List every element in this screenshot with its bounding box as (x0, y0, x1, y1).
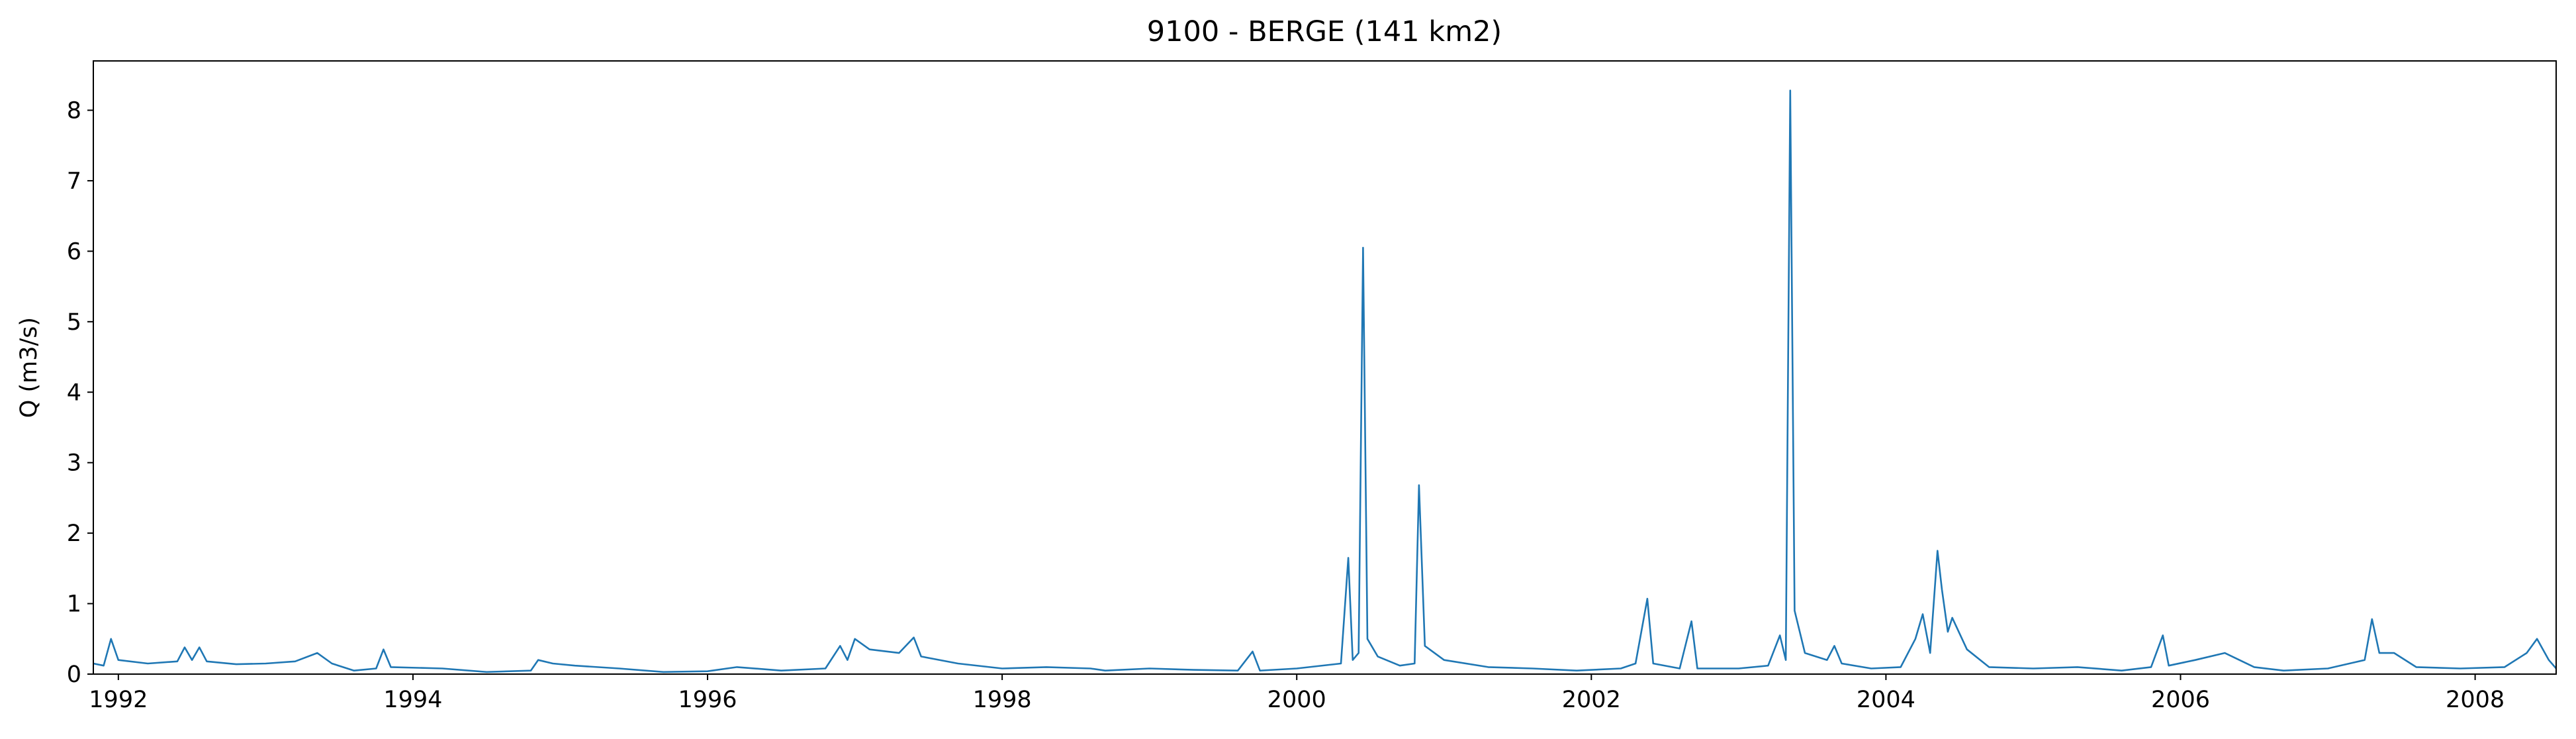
y-tick-label: 2 (67, 520, 81, 547)
x-tick-label: 2008 (2446, 687, 2505, 713)
y-axis-label: Q (m3/s) (16, 317, 42, 418)
chart-title: 9100 - BERGE (141 km2) (1147, 15, 1502, 48)
y-tick-label: 8 (67, 98, 81, 124)
y-tick-label: 0 (67, 662, 81, 688)
data-line (93, 89, 2557, 673)
x-tick-label: 2002 (1562, 687, 1621, 713)
y-tick-label: 5 (67, 309, 81, 336)
x-tick-label: 2006 (2151, 687, 2210, 713)
x-tick-label: 1992 (89, 687, 148, 713)
x-tick-label: 2004 (1857, 687, 1915, 713)
x-tick-label: 1994 (383, 687, 442, 713)
y-tick-label: 3 (67, 450, 81, 477)
x-tick-label: 2000 (1267, 687, 1326, 713)
x-tick-label: 1996 (678, 687, 737, 713)
y-tick-label: 1 (67, 591, 81, 618)
y-tick-label: 6 (67, 238, 81, 265)
x-tick-label: 1998 (973, 687, 1032, 713)
y-tick-label: 4 (67, 379, 81, 406)
plot-frame (93, 60, 2557, 675)
y-tick-label: 7 (67, 168, 81, 195)
